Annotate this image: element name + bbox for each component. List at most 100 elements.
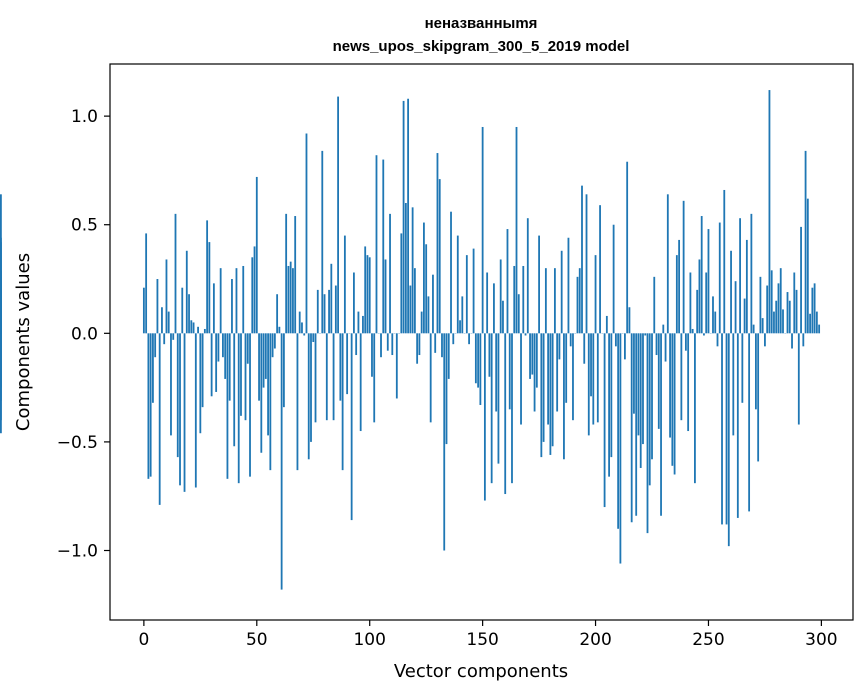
bar [158,333,161,505]
bar [630,333,633,523]
bar [712,296,714,334]
bar [725,333,728,525]
y-tick-label: 0.0 [71,324,98,344]
bar [721,333,723,525]
bar [671,333,674,466]
x-tick-label: 300 [805,630,837,650]
bar [194,333,197,488]
bar [434,333,437,353]
bar [285,213,288,334]
bar [619,333,622,564]
bar [743,298,746,334]
bar [167,311,170,334]
bar [773,311,775,334]
bar [402,100,405,334]
bar [569,333,572,347]
bar [612,224,615,334]
bar [682,200,685,334]
bar [481,126,484,334]
bar [443,333,446,551]
bar [486,272,489,334]
bar [427,296,430,334]
bar [179,333,181,486]
bar [646,333,649,534]
bar [678,239,681,334]
bar [233,333,236,447]
bar [461,296,464,334]
bar [752,324,755,334]
bar [617,333,620,529]
bar [804,150,807,334]
bar [145,233,148,334]
bar [716,333,719,347]
bar [264,333,267,379]
bar [723,189,726,334]
bar [761,318,764,334]
bar [748,333,751,512]
bar [815,311,818,334]
bar [741,333,744,403]
bar [770,270,773,334]
bar [472,248,475,334]
x-tick-label: 150 [466,630,498,650]
bar [237,333,240,484]
bar [407,98,410,334]
bar [251,257,254,334]
bar [662,324,665,334]
bar [477,333,480,388]
bar [289,261,292,334]
bar [371,333,373,377]
bar [745,239,748,334]
bar [549,333,552,455]
bar [353,272,355,334]
x-tick-label: 200 [579,630,611,650]
bar [657,333,660,429]
bar [777,283,780,334]
bar [391,333,394,356]
bar [705,272,708,334]
bar [445,333,448,445]
bar [224,333,227,379]
bar [298,311,301,334]
bar [199,333,202,434]
bar [666,194,669,334]
bar [603,333,606,508]
bar [355,333,358,356]
bar [429,333,432,423]
bar [806,198,809,334]
bar [610,333,613,458]
plot-frame [109,63,854,621]
bar [675,255,678,334]
bar [578,268,581,334]
bar [795,289,798,334]
bar [813,283,816,334]
x-tick-label: 0 [138,630,149,650]
bar [450,211,452,334]
y-tick-label: 0.5 [71,216,98,236]
bar [508,333,511,410]
bar [515,126,518,334]
bar [142,287,145,334]
bar [490,333,493,484]
bar [684,333,687,351]
bar [560,250,563,334]
bar [152,333,154,403]
bar [558,333,561,360]
bar [644,333,647,336]
bar [375,155,378,334]
bar [596,333,599,423]
bar [563,333,565,460]
bar [628,307,631,334]
bar [149,333,152,477]
bar [183,333,186,492]
bar [791,333,793,349]
bar [779,268,782,334]
bar [181,287,184,334]
bar-series [0,90,821,590]
bar [635,333,638,516]
bar [276,294,279,334]
y-tick-label: −1.0 [57,542,98,562]
bar [538,235,540,334]
bar [544,268,547,334]
bar [483,333,486,501]
